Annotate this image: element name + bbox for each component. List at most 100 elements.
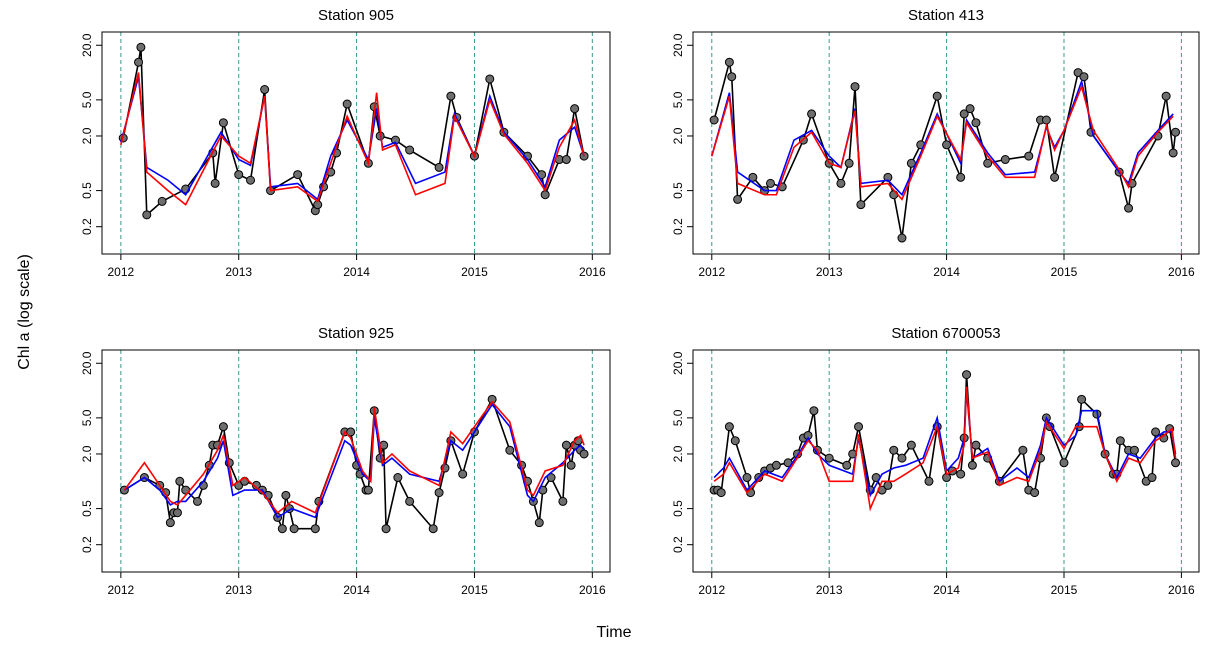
y-tick-label: 2.0 [80,445,94,462]
data-point [965,104,975,114]
data-point [561,440,571,450]
data-point [1147,473,1157,483]
y-tick-label: 0.5 [671,182,685,199]
data-point [346,427,356,437]
series-line [123,400,585,514]
data-point [434,488,444,498]
data-point [742,473,752,483]
x-tick-label: 2016 [579,583,606,597]
y-tick-label: 0.2 [671,218,685,235]
data-point [558,496,568,506]
data-point [971,440,981,450]
panel-title: Station 905 [318,7,394,24]
x-tick-label: 2013 [816,583,843,597]
y-tick-label: 0.5 [80,182,94,199]
data-point [428,524,438,534]
data-point [883,480,893,490]
data-point [897,453,907,463]
data-point [1168,148,1178,158]
data-point [1124,203,1134,213]
series-line [123,403,585,519]
y-axis-label: Chl a (log scale) [16,254,33,370]
data-point [967,460,977,470]
y-tick-label: 20.0 [671,351,685,375]
data-point [748,172,758,182]
data-point [293,170,303,180]
y-tick-label: 0.2 [671,536,685,553]
data-point [210,178,220,188]
series-line [711,84,1174,201]
data-point [561,155,571,165]
x-tick-label: 2016 [1168,265,1195,279]
x-tick-label: 2012 [698,265,725,279]
data-point [942,140,952,150]
data-point [192,496,202,506]
y-tick-label: 0.5 [671,500,685,517]
x-tick-label: 2014 [343,583,370,597]
data-point [381,524,391,534]
data-point [505,445,515,455]
data-point [924,476,934,486]
data-point [983,158,993,168]
data-point [906,440,916,450]
data-point [277,524,287,534]
data-point [889,190,899,200]
y-tick-label: 2.0 [671,445,685,462]
data-point [842,460,852,470]
x-tick-label: 2012 [108,265,135,279]
x-tick-label: 2015 [461,583,488,597]
y-tick-label: 0.2 [80,536,94,553]
data-point [172,508,182,518]
data-point [446,91,456,101]
data-point [850,82,860,92]
y-tick-label: 5.0 [80,409,94,426]
data-point [854,422,864,432]
data-point [1079,72,1089,82]
data-point [724,57,734,67]
data-point [1050,172,1060,182]
x-tick-label: 2012 [108,583,135,597]
data-point [730,436,740,446]
x-tick-label: 2016 [1168,583,1195,597]
x-tick-label: 2012 [698,583,725,597]
panel: 2012 2013 2014 2015 2016 0.2 0.5 2.0 5.0 20.0 [671,349,1200,597]
data-point [218,422,228,432]
data-point [342,99,352,109]
data-point [824,453,834,463]
data-point [1018,445,1028,455]
panel: 2012 2013 2014 2015 2016 0.2 0.5 2.0 5.0 20.0 [671,31,1200,279]
data-point [1077,394,1087,404]
data-point [234,170,244,180]
data-point [363,485,373,495]
data-point [566,460,576,470]
data-point [260,85,270,95]
x-tick-label: 2013 [225,265,252,279]
x-tick-label: 2014 [933,265,960,279]
data-point [458,469,468,479]
x-tick-label: 2015 [461,265,488,279]
series-line [713,386,1177,512]
data-point [716,488,726,498]
data-point [405,145,415,155]
data-point [570,104,580,114]
x-axis-label: Time [597,624,632,641]
panel: 2012 2013 2014 2015 2016 0.2 0.5 2.0 5.0 20.0 [80,31,611,279]
data-point [310,524,320,534]
data-point [733,194,743,204]
data-point [807,109,817,119]
plot-frame [101,31,611,255]
data-point [246,175,256,185]
data-point [962,370,972,380]
data-point [157,196,167,206]
data-point [534,518,544,528]
data-point [1171,127,1181,137]
data-point [136,42,146,52]
data-point [134,57,144,67]
data-point [765,178,775,188]
x-tick-label: 2013 [225,583,252,597]
data-point [727,72,737,82]
x-tick-label: 2014 [933,583,960,597]
x-tick-label: 2013 [816,265,843,279]
x-tick-label: 2014 [343,265,370,279]
